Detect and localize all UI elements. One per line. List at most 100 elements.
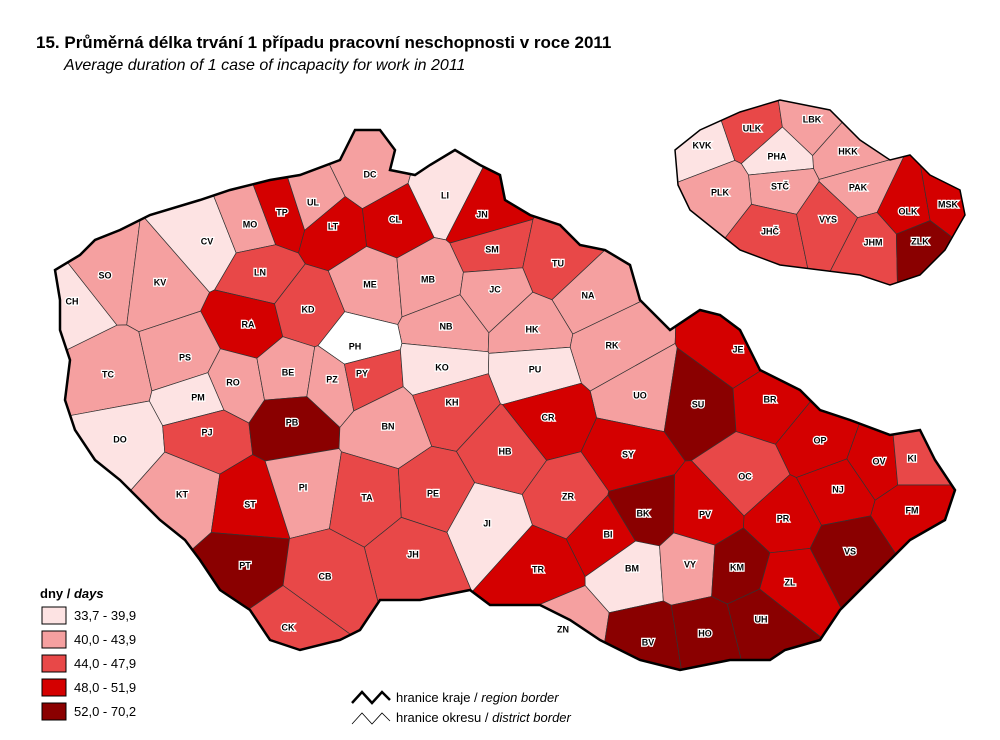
district-label: KM [730,562,744,572]
labels: CH SO KV CV MO TP UL DC CL LI JN SM LT LN ME MB TU JC NA RA… [64,113,960,649]
district-label: OC [738,471,752,481]
district-label: RA [242,319,255,329]
district-label: PT [239,560,251,570]
district-label: NJ [832,484,844,494]
country-border [53,128,957,672]
district-label: PB [286,417,299,427]
region-label: KVK [692,140,712,150]
border-legend: hranice okresu / district border [396,710,572,725]
district-label: BK [637,508,650,518]
district-label: NA [582,290,595,300]
district-label: DC [364,169,377,179]
border-label: hranice okresu / [396,710,492,725]
legend-swatch [41,678,67,697]
region-label: ZLK [911,236,929,246]
district-label: CB [319,571,332,581]
district-label: JC [489,284,501,294]
border-label-en: region border [481,690,559,705]
district-label: OP [813,435,826,445]
district-label: TC [102,369,114,379]
district-label: ME [363,279,377,289]
district-label: OV [872,456,885,466]
district-label: JE [732,344,743,354]
district-label: KI [908,453,917,463]
district-label: TA [361,492,373,502]
legend-swatch [41,630,67,649]
legend: 33,7 - 39,9 40,0 - 43,9 44,0 - 47,9 48,0 - … [41,606,136,721]
district-label: RK [606,340,619,350]
region-label: ULK [743,123,762,133]
region-label: PLK [711,187,730,197]
district-label: MO [243,219,258,229]
district-label: UL [307,197,319,207]
legend-label: 33,7 - 39,9 [74,608,136,623]
district-label: PJ [201,427,212,437]
district-label: BM [625,563,639,573]
region-label: JHČ [761,225,780,236]
district-label: KD [302,304,315,314]
region-label: LBK [803,114,822,124]
district-label: UH [755,614,768,624]
district-label: BN [382,421,395,431]
district-label: LI [441,190,449,200]
district-label: BI [604,529,613,539]
border-label-en: district border [492,710,571,725]
district [670,596,747,670]
district-label: HK [526,324,539,334]
title: 15. Průměrná délka trvání 1 případu prac… [36,33,611,52]
district-label: LT [328,221,339,231]
region [895,220,965,285]
region-label: OLK [899,206,918,216]
district-label: PV [699,509,711,519]
district-label: MB [421,274,435,284]
legend-swatch [41,606,67,625]
region-border-icon [351,690,391,705]
district-label: SM [485,244,499,254]
district-label: BV [642,637,655,647]
district-label: SO [98,270,111,280]
border-label: hranice kraje / [396,690,481,705]
district-label: CK [282,622,295,632]
district-label: NB [440,321,453,331]
district-label: VY [684,559,696,569]
district-label: PS [179,352,191,362]
district-label: ZN [557,624,569,634]
district-label: PE [427,488,439,498]
inset-border [674,99,966,286]
district-label: JN [476,209,488,219]
region-label: PAK [849,182,868,192]
district-label: DO [113,434,127,444]
district-label: PH [349,341,362,351]
district-label: CL [389,214,401,224]
legend-title-cz: dny / [40,586,74,601]
district-label: TP [276,207,288,217]
district-label: PI [299,482,308,492]
district-label: ZR [562,491,574,501]
district-label: TU [552,258,564,268]
district-label: CH [66,296,79,306]
district-label: LN [254,267,266,277]
district-label: KT [176,489,188,499]
region-label: VYS [819,214,837,224]
district-label: TR [532,564,544,574]
legend-label: 44,0 - 47,9 [74,656,136,671]
district-label: BE [282,367,295,377]
district-label: CV [201,236,214,246]
district-label: PZ [326,374,338,384]
district-label: FM [906,505,919,515]
legend-swatch [41,702,67,721]
legend-label: 52,0 - 70,2 [74,704,136,719]
region-label: HKK [838,146,858,156]
district-label: HO [698,628,712,638]
district-label: CR [542,412,555,422]
region-label: JHM [863,237,882,247]
district-label: PM [191,392,205,402]
district-label: BR [764,394,777,404]
legend-label: 48,0 - 51,9 [74,680,136,695]
district-label: PU [529,364,542,374]
subtitle: Average duration of 1 case of incapacity… [63,57,465,74]
district-label: KV [154,277,167,287]
district-label: PY [356,368,368,378]
region-label: MSK [938,199,959,209]
